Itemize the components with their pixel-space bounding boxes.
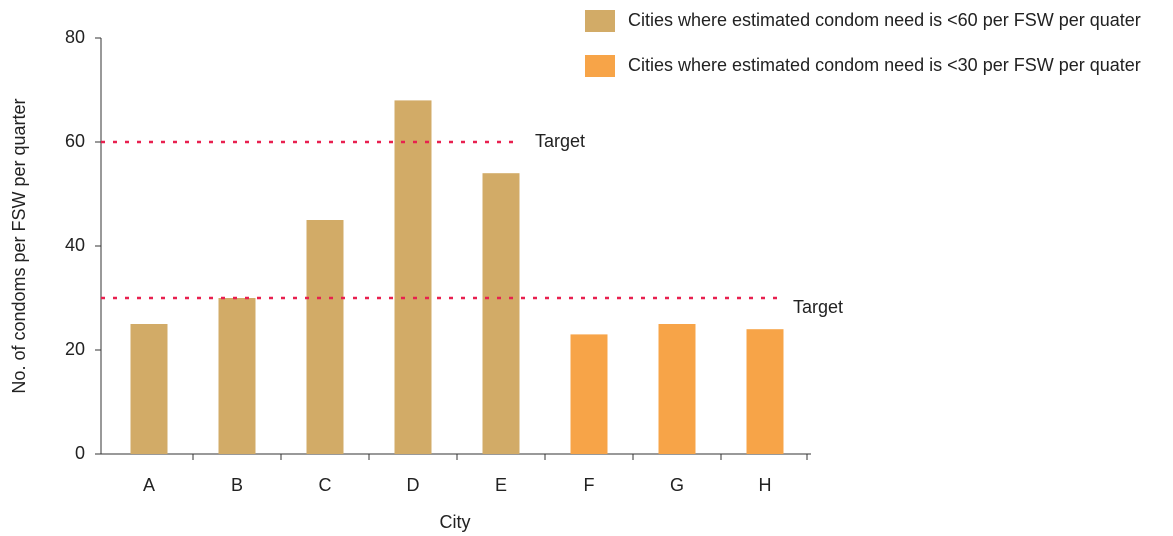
x-tick-label: B [231, 475, 243, 495]
legend-swatch [585, 55, 615, 77]
bar [394, 100, 432, 455]
legend-swatch [585, 10, 615, 32]
x-tick-label: G [670, 475, 684, 495]
legend-label: Cities where estimated condom need is <3… [628, 55, 1141, 75]
bar [218, 298, 256, 454]
x-axis-label: City [440, 512, 471, 532]
bar [570, 334, 608, 454]
y-tick-label: 40 [65, 235, 85, 255]
bar [746, 329, 784, 454]
bar [482, 173, 520, 454]
bar [658, 324, 696, 454]
x-tick-label: D [407, 475, 420, 495]
bar [306, 220, 344, 454]
x-tick-label: A [143, 475, 155, 495]
target-label: Target [535, 131, 585, 151]
x-tick-label: H [759, 475, 772, 495]
y-tick-label: 20 [65, 339, 85, 359]
x-tick-label: F [584, 475, 595, 495]
bar [130, 324, 168, 454]
y-tick-label: 0 [75, 443, 85, 463]
y-tick-label: 80 [65, 27, 85, 47]
x-tick-label: E [495, 475, 507, 495]
x-tick-label: C [319, 475, 332, 495]
y-tick-label: 60 [65, 131, 85, 151]
target-label: Target [793, 297, 843, 317]
legend-label: Cities where estimated condom need is <6… [628, 10, 1141, 30]
y-axis-label: No. of condoms per FSW per quarter [9, 98, 29, 393]
